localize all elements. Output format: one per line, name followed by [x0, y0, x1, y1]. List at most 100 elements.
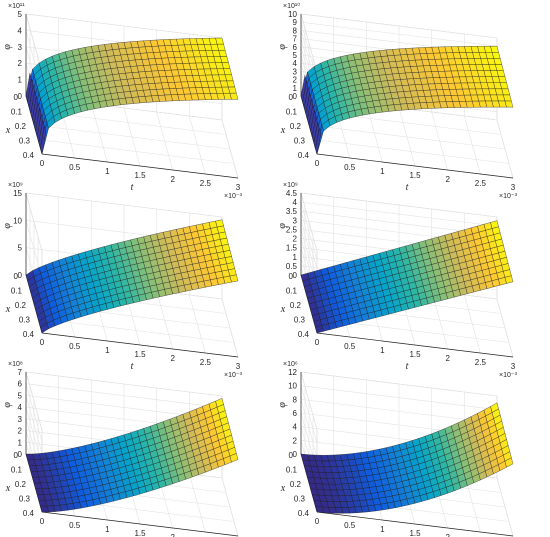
t-tick-label: 2: [170, 354, 175, 363]
t-tick-label: 2.5: [200, 358, 212, 367]
z-axis-label: φ: [2, 223, 13, 229]
z-tick-label: 6: [293, 43, 298, 52]
x-axis-label: x: [5, 304, 11, 315]
z-tick-label: 1: [293, 84, 298, 93]
t-axis-label: t: [131, 361, 134, 372]
t-tick-label: 1: [105, 525, 110, 534]
z-exponent-label: ×10¹¹: [8, 3, 25, 10]
t-tick-label: 2: [170, 175, 175, 184]
surface-patch: [35, 488, 44, 495]
t-tick-label: 1.5: [409, 529, 421, 537]
x-axis-label: x: [280, 483, 286, 494]
t-tick-label: 1.5: [409, 350, 421, 359]
t-axis-label: t: [131, 182, 134, 193]
z-tick-label: 4: [293, 423, 298, 432]
z-tick-label: 0: [18, 271, 23, 280]
z-tick-label: 10: [288, 10, 297, 19]
z-tick-label: 1.5: [286, 244, 298, 253]
x-tick-label: 0.4: [23, 151, 35, 160]
t-tick-label: 0.5: [344, 342, 356, 351]
t-axis-line: [316, 332, 514, 358]
t-tick-label: 1.5: [134, 350, 146, 359]
z-tick-label: 12: [288, 368, 297, 377]
surface-patch: [315, 506, 324, 513]
t-tick-label: 1: [380, 346, 385, 355]
x-tick-label: 0.2: [15, 301, 27, 310]
z-exponent-label: ×10⁹: [8, 182, 23, 189]
t-tick-label: 0.5: [69, 342, 81, 351]
surface-patch: [28, 465, 38, 472]
x-tick-label: 0: [14, 272, 19, 281]
x-tick-label: 0.4: [298, 151, 310, 160]
t-tick-label: 3: [511, 362, 516, 371]
z-tick-label: 1: [293, 253, 298, 262]
t-exponent-label: ×10⁻³: [499, 193, 518, 200]
z-tick-label: 10: [288, 382, 297, 391]
z-exponent-label: ×10⁸: [8, 361, 23, 368]
surface-patch: [33, 482, 43, 489]
z-tick-label: 1: [18, 438, 23, 447]
t-tick-label: 2: [445, 533, 450, 537]
z-tick-label: 0.5: [286, 262, 298, 271]
t-tick-label: 0: [315, 159, 320, 168]
x-tick-label: 0.1: [286, 108, 298, 117]
z-tick-label: 5: [293, 51, 298, 60]
t-tick-label: 1: [380, 525, 385, 534]
surface-mesh: [300, 402, 514, 514]
surface-patch: [36, 494, 46, 501]
x-tick-label: 0.4: [23, 509, 35, 518]
z-tick-label: 4: [18, 403, 23, 412]
z-tick-label: 5: [18, 10, 23, 19]
x-tick-label: 0.3: [294, 316, 306, 325]
t-tick-label: 2: [445, 175, 450, 184]
z-tick-label: 2.5: [286, 225, 298, 234]
t-axis-line: [316, 153, 514, 179]
surface-plot-3: 00.10.20.30.40 0.5 1 1.5 2 2.5 3×10⁻³051015×10…: [2, 182, 243, 379]
surface-mesh: [25, 37, 239, 155]
x-tick-label: 0.1: [286, 466, 298, 475]
x-tick-label: 0: [289, 451, 294, 460]
z-tick-label: 0: [18, 92, 23, 101]
z-axis-label: φ: [277, 44, 288, 50]
x-tick-label: 0.1: [11, 108, 23, 117]
t-tick-label: 2.5: [200, 179, 212, 188]
x-tick-label: 0.1: [11, 287, 23, 296]
x-axis-label: x: [280, 304, 286, 315]
x-tick-label: 0.4: [298, 330, 310, 339]
z-tick-label: 2: [293, 235, 298, 244]
z-tick-label: 2: [18, 427, 23, 436]
surface-plot-6: 00.10.20.30.400.511.522.53×10⁻³024681012…: [277, 361, 514, 537]
t-tick-label: 2.5: [475, 358, 487, 367]
t-axis-line: [41, 511, 239, 537]
x-tick-label: 0.2: [15, 480, 27, 489]
surface-mesh: [300, 46, 514, 155]
x-tick-label: 0.1: [286, 287, 298, 296]
z-tick-label: 5: [18, 391, 23, 400]
x-tick-label: 0.4: [298, 509, 310, 518]
t-tick-label: 0: [40, 338, 45, 347]
x-gridline-floor: [33, 124, 231, 150]
t-tick-label: 0: [40, 159, 45, 168]
t-axis-label: t: [406, 182, 409, 193]
z-tick-label: 3: [293, 216, 298, 225]
x-tick-label: 0.3: [19, 137, 31, 146]
x-gridline-floor: [37, 139, 235, 164]
z-tick-label: 6: [18, 380, 23, 389]
t-tick-label: 3: [236, 183, 241, 192]
t-tick-label: 1: [105, 346, 110, 355]
z-tick-label: 1: [18, 76, 23, 85]
x-gridline-floor: [312, 139, 510, 164]
x-tick-label: 0: [289, 272, 294, 281]
surface-patch: [40, 506, 49, 513]
t-tick-label: 1: [380, 167, 385, 176]
z-axis-label: φ: [2, 44, 13, 50]
t-tick-label: 0.5: [69, 163, 81, 172]
x-tick-label: 0.3: [294, 137, 306, 146]
surface-edge-patch: [40, 126, 47, 155]
surface-patch: [40, 322, 49, 334]
surface-mesh: [300, 220, 514, 334]
surface-patch: [30, 471, 40, 478]
surface-patch: [27, 459, 36, 466]
t-tick-label: 2.5: [475, 179, 487, 188]
x-tick-label: 0: [14, 93, 19, 102]
